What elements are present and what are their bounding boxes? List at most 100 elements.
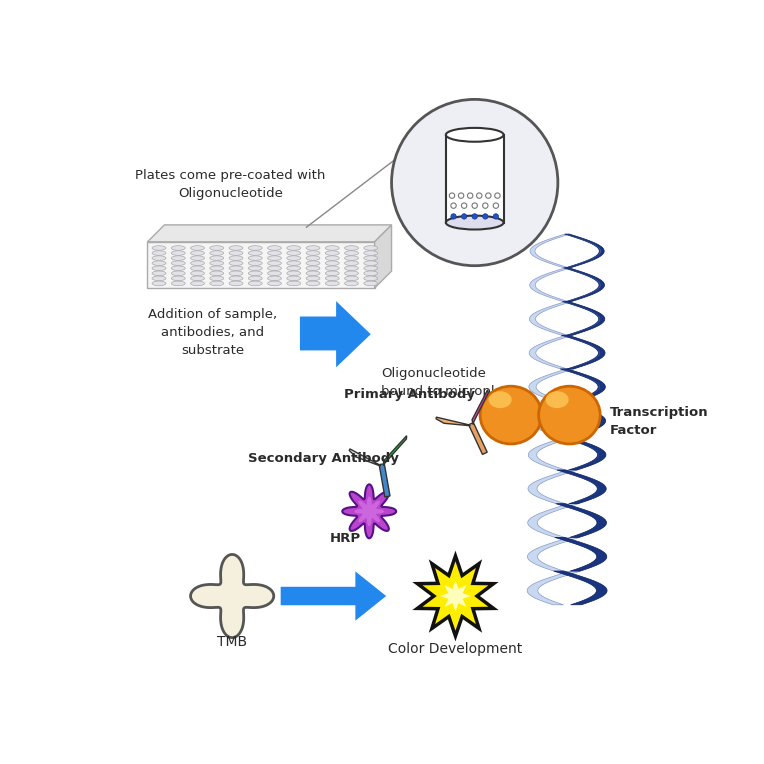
Ellipse shape: [325, 261, 339, 265]
Polygon shape: [379, 464, 390, 497]
Ellipse shape: [267, 271, 281, 276]
Text: Transcription
Factor: Transcription Factor: [610, 406, 708, 437]
Polygon shape: [555, 537, 607, 571]
Polygon shape: [354, 497, 384, 526]
Circle shape: [494, 203, 499, 209]
Polygon shape: [280, 571, 386, 620]
Ellipse shape: [488, 391, 512, 408]
Polygon shape: [565, 234, 601, 268]
Polygon shape: [527, 571, 581, 605]
Ellipse shape: [248, 276, 262, 280]
Text: Secondary Antibody: Secondary Antibody: [248, 452, 399, 465]
Ellipse shape: [229, 271, 243, 276]
Polygon shape: [562, 335, 605, 369]
Polygon shape: [349, 449, 380, 466]
Ellipse shape: [152, 261, 166, 265]
Text: Oligonucleotide
bound to microplate: Oligonucleotide bound to microplate: [380, 367, 516, 398]
Ellipse shape: [267, 281, 281, 286]
Ellipse shape: [210, 256, 224, 261]
Ellipse shape: [325, 256, 339, 261]
Ellipse shape: [171, 256, 185, 261]
Polygon shape: [529, 302, 571, 335]
Ellipse shape: [152, 256, 166, 261]
Ellipse shape: [306, 266, 320, 270]
Ellipse shape: [229, 261, 243, 265]
Ellipse shape: [306, 281, 320, 286]
Ellipse shape: [345, 266, 358, 270]
Polygon shape: [565, 268, 601, 302]
Ellipse shape: [286, 256, 301, 261]
Polygon shape: [562, 335, 600, 369]
Ellipse shape: [152, 246, 166, 251]
Polygon shape: [565, 234, 604, 268]
Circle shape: [486, 193, 491, 199]
Ellipse shape: [171, 261, 185, 265]
Ellipse shape: [286, 261, 301, 265]
Ellipse shape: [171, 246, 185, 251]
Ellipse shape: [229, 266, 243, 270]
Polygon shape: [468, 422, 487, 455]
Circle shape: [468, 193, 473, 199]
Ellipse shape: [190, 246, 205, 251]
Polygon shape: [527, 537, 579, 571]
Polygon shape: [528, 436, 576, 470]
Ellipse shape: [190, 271, 205, 276]
Text: Color Development: Color Development: [388, 643, 523, 656]
Text: Addition of sample,
antibodies, and
substrate: Addition of sample, antibodies, and subs…: [148, 308, 277, 358]
Ellipse shape: [190, 256, 205, 261]
Ellipse shape: [171, 281, 185, 286]
Ellipse shape: [364, 271, 377, 276]
Circle shape: [483, 203, 488, 209]
Ellipse shape: [345, 271, 358, 276]
Ellipse shape: [325, 271, 339, 276]
Ellipse shape: [152, 266, 166, 270]
Ellipse shape: [306, 276, 320, 280]
Ellipse shape: [325, 276, 339, 280]
Ellipse shape: [286, 271, 301, 276]
Ellipse shape: [267, 266, 281, 270]
Ellipse shape: [306, 246, 320, 251]
Ellipse shape: [248, 281, 262, 286]
Ellipse shape: [364, 281, 377, 286]
Ellipse shape: [345, 281, 358, 286]
Polygon shape: [564, 268, 604, 302]
Polygon shape: [440, 581, 471, 611]
Ellipse shape: [248, 266, 262, 270]
Ellipse shape: [286, 246, 301, 251]
Ellipse shape: [210, 276, 224, 280]
Ellipse shape: [306, 261, 320, 265]
Ellipse shape: [345, 251, 358, 255]
Ellipse shape: [210, 281, 224, 286]
Ellipse shape: [364, 251, 377, 255]
Polygon shape: [529, 335, 573, 369]
Polygon shape: [556, 537, 598, 571]
Polygon shape: [300, 301, 371, 367]
Ellipse shape: [480, 387, 542, 444]
Polygon shape: [554, 571, 607, 605]
Circle shape: [449, 193, 455, 199]
Ellipse shape: [345, 246, 358, 251]
Polygon shape: [557, 503, 598, 537]
Ellipse shape: [152, 276, 166, 280]
Polygon shape: [560, 369, 605, 403]
Polygon shape: [472, 390, 488, 425]
Ellipse shape: [229, 246, 243, 251]
Ellipse shape: [545, 391, 568, 408]
Ellipse shape: [171, 276, 185, 280]
Polygon shape: [436, 417, 471, 426]
Polygon shape: [446, 134, 503, 222]
Ellipse shape: [248, 271, 262, 276]
Circle shape: [483, 214, 488, 219]
Ellipse shape: [171, 266, 185, 270]
Polygon shape: [557, 470, 607, 503]
Ellipse shape: [286, 281, 301, 286]
Circle shape: [458, 193, 464, 199]
Ellipse shape: [190, 281, 205, 286]
Ellipse shape: [345, 256, 358, 261]
Ellipse shape: [325, 251, 339, 255]
Ellipse shape: [152, 281, 166, 286]
Polygon shape: [190, 555, 274, 638]
Ellipse shape: [446, 128, 503, 142]
Circle shape: [461, 203, 467, 209]
Ellipse shape: [267, 246, 281, 251]
